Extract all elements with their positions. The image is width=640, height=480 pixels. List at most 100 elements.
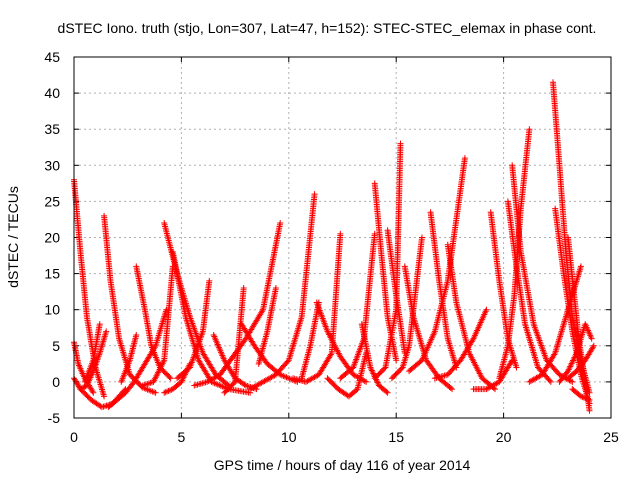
data-arc	[431, 306, 490, 382]
y-tick-label: 40	[44, 85, 60, 101]
x-tick-label: 25	[603, 429, 619, 445]
data-point	[361, 378, 368, 385]
data-point	[449, 386, 456, 393]
data-point	[241, 381, 248, 388]
data-point	[588, 335, 595, 342]
data-arc	[556, 321, 595, 385]
data-point	[101, 393, 108, 400]
data-arc	[174, 277, 213, 382]
data-point	[583, 395, 590, 402]
data-point	[589, 344, 596, 351]
x-tick-label: 0	[70, 429, 78, 445]
x-tick-label: 20	[496, 429, 512, 445]
data-points	[71, 79, 597, 414]
y-tick-label: 0	[52, 374, 60, 390]
data-point	[90, 389, 97, 396]
data-point	[277, 220, 284, 227]
x-axis-label: GPS time / hours of day 116 of year 2014	[214, 457, 471, 473]
data-arc	[247, 191, 318, 393]
data-arc	[569, 386, 593, 403]
data-arc	[470, 357, 516, 393]
data-arc	[81, 321, 103, 385]
data-arc	[565, 234, 593, 414]
data-point	[569, 378, 576, 385]
data-arc	[313, 299, 370, 385]
x-tick-label: 15	[388, 429, 404, 445]
data-arc	[427, 209, 460, 371]
data-point	[513, 364, 520, 371]
data-point	[81, 383, 88, 390]
data-point	[579, 393, 586, 400]
data-point	[526, 126, 533, 133]
data-point	[551, 351, 558, 358]
data-point	[133, 331, 140, 338]
data-point	[165, 387, 172, 394]
data-point	[206, 277, 213, 284]
axis-ticks: 0 5 10 15 20 25 -5 0 5 10 15 20 25 30 35 40 45	[44, 49, 619, 445]
data-point	[447, 385, 454, 392]
data-arc	[105, 306, 170, 411]
data-point	[546, 377, 553, 384]
data-point	[586, 407, 593, 414]
y-tick-label: 10	[44, 302, 60, 318]
data-point	[363, 378, 370, 385]
data-arc	[133, 263, 174, 382]
data-arc	[169, 248, 254, 396]
data-point	[508, 358, 515, 365]
data-arc	[324, 350, 370, 400]
data-point	[461, 155, 468, 162]
chart-title: dSTEC Iono. truth (stjo, Lon=307, Lat=47…	[58, 20, 597, 36]
data-point	[166, 387, 173, 394]
data-point	[469, 337, 476, 344]
data-point	[152, 389, 159, 396]
data-point	[577, 263, 584, 270]
data-point	[103, 328, 110, 335]
plot-frame	[73, 56, 612, 419]
y-tick-label: 30	[44, 157, 60, 173]
data-point	[327, 351, 334, 358]
data-point	[483, 306, 490, 313]
data-point	[585, 396, 592, 403]
data-point	[164, 388, 171, 395]
y-tick-label: 5	[52, 338, 60, 354]
data-point	[397, 140, 404, 147]
y-tick-label: 35	[44, 121, 60, 137]
data-arc	[565, 342, 597, 382]
data-point	[311, 191, 318, 198]
data-point	[161, 389, 168, 396]
x-tick-label: 5	[178, 429, 186, 445]
data-arc	[504, 198, 554, 385]
data-arc	[139, 263, 176, 389]
data-arc	[255, 285, 279, 367]
data-point	[272, 285, 279, 292]
data-point	[577, 393, 584, 400]
y-tick-label: -5	[48, 410, 61, 426]
data-point	[582, 395, 589, 402]
data-point	[240, 285, 247, 292]
y-tick-label: 20	[44, 230, 60, 246]
data-point	[547, 378, 554, 385]
data-arc	[550, 79, 593, 396]
data-point	[167, 375, 174, 382]
data-point	[418, 234, 425, 241]
y-tick-label: 25	[44, 193, 60, 209]
data-point	[230, 380, 237, 387]
data-point	[580, 394, 587, 401]
data-arc	[444, 241, 499, 393]
data-point	[162, 389, 169, 396]
y-tick-label: 45	[44, 49, 60, 65]
data-point	[590, 342, 597, 349]
data-point	[586, 396, 593, 403]
data-arc	[71, 176, 108, 400]
data-point	[337, 230, 344, 237]
data-arc	[384, 227, 408, 357]
data-point	[96, 321, 103, 328]
data-point	[393, 357, 400, 364]
data-point	[166, 374, 173, 381]
y-tick-label: 15	[44, 266, 60, 282]
data-arc	[118, 331, 140, 385]
data-point	[383, 388, 390, 395]
data-point	[89, 388, 96, 395]
